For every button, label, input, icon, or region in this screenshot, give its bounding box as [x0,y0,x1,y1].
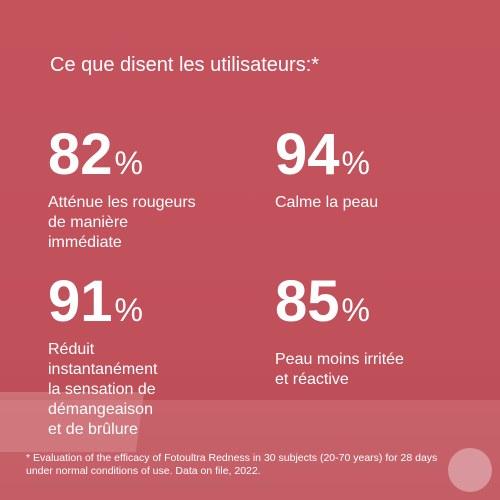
label-line: de manière [48,214,129,231]
stat-unit: % [114,145,143,181]
stat-label: Réduit instantanément la sensation de déman… [48,340,157,440]
stat-value: 85 [275,269,340,334]
label-line: démangeaison [48,401,153,418]
label-line: Atténue les rougeurs [48,194,196,211]
stat-value: 91 [48,269,113,334]
stat: 94% Calme la peau [275,125,378,213]
label-line: Calme la peau [275,194,379,211]
label-line: et réactive [275,371,349,388]
footnote: * Evaluation of the efficacy of Fotoultr… [26,452,437,478]
stat-value-row: 94% [275,125,378,193]
stat-label: Calme la peau [275,193,378,213]
stat-value-row: 85% [275,272,404,340]
label-line: la sensation de [48,381,156,398]
footnote-line: * Evaluation of the efficacy of Fotoultr… [26,452,438,464]
title: Ce que disent les utilisateurs:* [50,54,320,76]
stat-label: Peau moins irritée et réactive [275,350,404,390]
watermark [448,448,492,492]
stat-value: 82 [48,122,113,187]
stat-unit: % [114,292,143,328]
stat-label: Atténue les rougeurs de manière immédiate [48,193,196,253]
footnote-line: under normal conditions of use. Data on … [26,465,261,477]
stat-unit: % [341,145,370,181]
stat-value-row: 82% [48,125,196,193]
stat-value-row: 91% [48,272,157,340]
label-line: Réduit [48,341,95,358]
stat: 85% Peau moins irritée et réactive [275,272,404,390]
label-line: immédiate [48,234,122,251]
label-line: et de brûlure [48,421,138,438]
label-line: instantanément [48,361,158,378]
stat: 82% Atténue les rougeurs de manière immédia… [48,125,196,253]
stat-value: 94 [275,122,340,187]
stat: 91% Réduit instantanément la sensation de dé… [48,272,157,440]
label-line: Peau moins irritée [275,351,404,368]
stat-unit: % [341,292,370,328]
